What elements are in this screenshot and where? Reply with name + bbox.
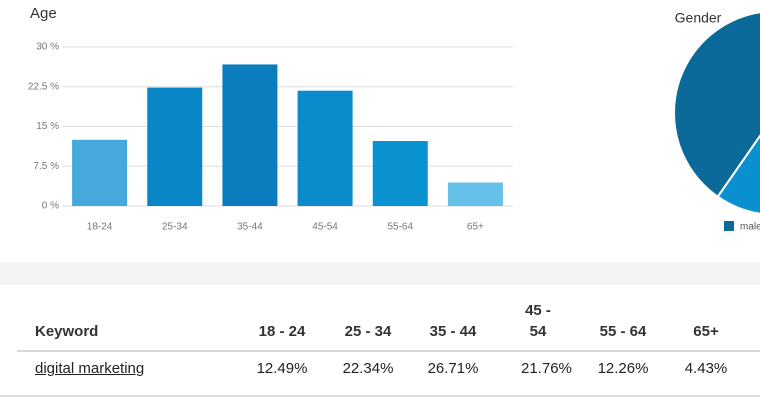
column-header: 25 - 34: [344, 323, 392, 340]
table-cell: 21.76%: [521, 360, 572, 377]
bar: [222, 64, 278, 206]
legend-label: male: [740, 222, 760, 233]
x-tick-label: 35-44: [237, 222, 263, 233]
table-cell: 12.49%: [256, 360, 308, 377]
bar: [372, 141, 428, 206]
x-tick-label: 25-34: [162, 222, 188, 233]
table-cell: 26.71%: [427, 360, 479, 377]
bar: [297, 90, 353, 206]
table-cell: 12.26%: [597, 360, 649, 377]
keyword-link[interactable]: digital marketing: [35, 360, 145, 377]
column-header: 55 - 64: [599, 323, 647, 340]
table-cell: 22.34%: [342, 360, 394, 377]
column-header: 45 - 54: [525, 302, 551, 340]
column-header: 65+: [693, 323, 719, 340]
x-tick-label: 45-54: [312, 222, 338, 233]
pie-slice: [673, 11, 760, 199]
x-tick-label: 65+: [467, 222, 484, 233]
y-tick-label: 7.5 %: [33, 161, 59, 172]
chart-title: Gender: [675, 10, 722, 26]
bar: [72, 139, 128, 206]
y-tick-label: 0 %: [42, 201, 59, 212]
legend-swatch: [724, 221, 734, 231]
pie-slice: [716, 134, 760, 215]
column-header: 18 - 24: [258, 323, 306, 340]
y-tick-label: 22.5 %: [28, 81, 59, 92]
x-tick-label: 55-64: [387, 222, 413, 233]
x-tick-label: 18-24: [87, 222, 113, 233]
separator: [0, 262, 760, 285]
column-header: 35 - 44: [429, 323, 477, 340]
chart-title: Age: [30, 5, 57, 22]
y-tick-label: 15 %: [36, 121, 59, 132]
y-tick-label: 30 %: [36, 42, 59, 53]
bar: [147, 87, 203, 206]
table-cell: 4.43%: [684, 360, 728, 377]
column-header: Keyword: [35, 323, 99, 340]
bar: [447, 182, 503, 206]
